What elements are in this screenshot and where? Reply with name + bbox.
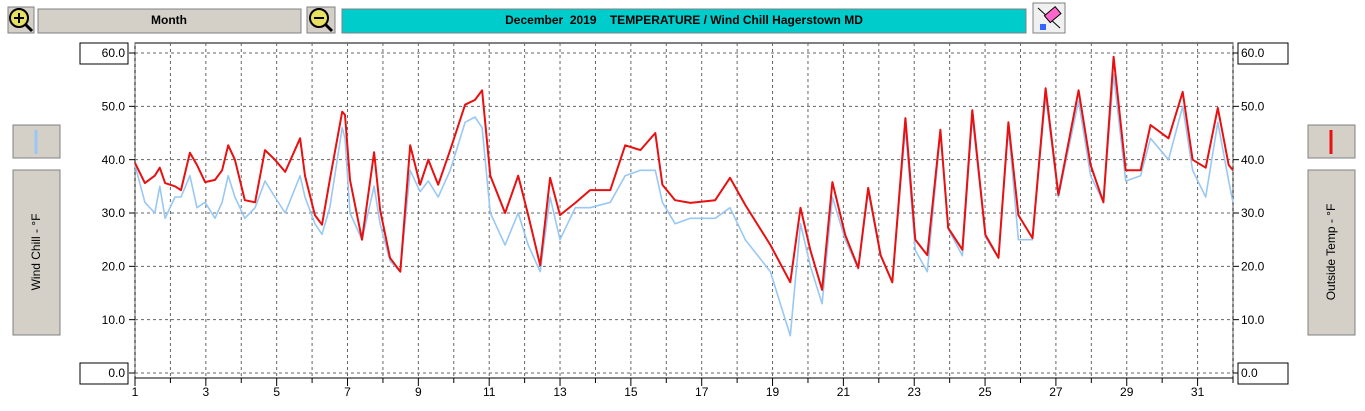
x-tick-label: 9 — [415, 385, 422, 399]
y2-axis-title: Outside Temp - °F — [1324, 204, 1338, 301]
y-tick-label: 20.0 — [102, 260, 126, 274]
y2-tick-box — [1237, 362, 1289, 385]
y2-tick-label: 10.0 — [1241, 313, 1265, 327]
title-bar — [341, 8, 1027, 34]
clear-button[interactable] — [1032, 2, 1066, 34]
x-tick-label: 19 — [766, 385, 780, 399]
y2-tick-label: 0.0 — [1241, 366, 1258, 380]
x-tick-label: 17 — [695, 385, 709, 399]
x-tick-label: 23 — [908, 385, 922, 399]
y-axis-title: Wind Chill - °F — [29, 214, 43, 291]
x-tick-label: 29 — [1120, 385, 1134, 399]
y2-tick-label: 60.0 — [1241, 46, 1265, 60]
y-tick-label: 0.0 — [108, 366, 125, 380]
series-line — [134, 55, 1234, 291]
x-tick-label: 27 — [1049, 385, 1063, 399]
y-tick-label: 10.0 — [102, 313, 126, 327]
y2-tick-label: 20.0 — [1241, 260, 1265, 274]
y-tick-label: 40.0 — [102, 153, 126, 167]
x-tick-label: 11 — [483, 385, 496, 399]
left-axis-button[interactable] — [12, 169, 61, 336]
x-tick-label: 5 — [273, 385, 280, 399]
x-tick-label: 31 — [1191, 385, 1205, 399]
x-tick-label: 15 — [624, 385, 638, 399]
x-tick-label: 3 — [202, 385, 209, 399]
series-line — [134, 73, 1234, 337]
right-axis-button[interactable] — [1307, 169, 1356, 336]
y2-tick-label: 30.0 — [1241, 206, 1265, 220]
y-tick-box — [79, 42, 129, 65]
y2-tick-box — [1237, 42, 1289, 65]
period-label: Month — [151, 13, 187, 27]
x-tick-label: 13 — [553, 385, 567, 399]
x-tick-label: 25 — [978, 385, 992, 399]
period-button[interactable] — [37, 8, 302, 34]
y2-tick-label: 50.0 — [1241, 100, 1265, 114]
y-tick-box — [79, 362, 129, 385]
y2-tick-label: 40.0 — [1241, 153, 1265, 167]
x-tick-label: 7 — [344, 385, 351, 399]
chart-title: December 2019 TEMPERATURE / Wind Chill H… — [505, 13, 863, 27]
zoom-out-button[interactable] — [306, 6, 336, 34]
y-tick-label: 50.0 — [102, 100, 126, 114]
zoom-in-button[interactable] — [7, 6, 35, 34]
x-tick-label: 21 — [837, 385, 851, 399]
y-tick-label: 30.0 — [102, 206, 126, 220]
plot-area — [134, 42, 1234, 379]
x-tick-label: 1 — [132, 385, 139, 399]
y-tick-label: 60.0 — [102, 46, 126, 60]
